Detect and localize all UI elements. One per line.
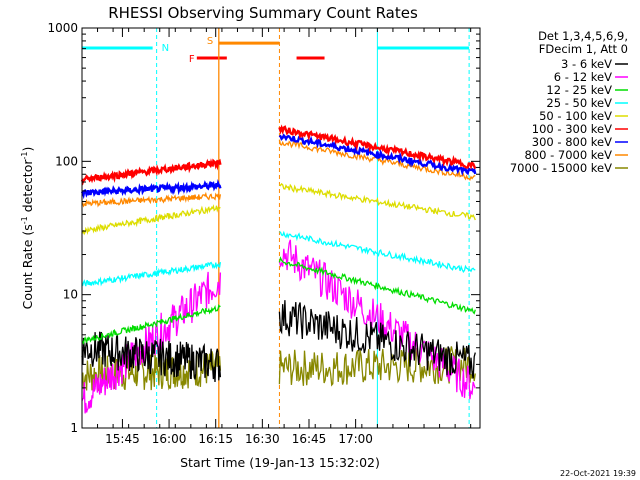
plot-frame bbox=[81, 27, 481, 429]
series-line-4-seg2 bbox=[279, 230, 476, 273]
legend-entry-label: 25 - 50 keV bbox=[546, 96, 612, 110]
y-tick-label: 1000 bbox=[47, 21, 78, 35]
chart-title: RHESSI Observing Summary Count Rates bbox=[108, 4, 418, 22]
legend-entry-label: 6 - 12 keV bbox=[554, 70, 612, 84]
legend-entry-label: 12 - 25 keV bbox=[546, 83, 612, 97]
series-line-2-seg2 bbox=[278, 239, 476, 400]
y-tick-label: 1 bbox=[70, 421, 78, 435]
legend-header-line: FDecim 1, Att 0 bbox=[539, 42, 628, 56]
x-axis-label: Start Time (19-Jan-13 15:32:02) bbox=[180, 455, 380, 470]
series-line-9-seg1 bbox=[81, 350, 222, 392]
legend-entry-label: 3 - 6 keV bbox=[561, 57, 612, 71]
x-tick-label: 16:45 bbox=[292, 432, 327, 446]
series-line-6-seg1 bbox=[80, 158, 222, 186]
x-tick-label: 16:30 bbox=[245, 432, 280, 446]
x-tick-label: 16:15 bbox=[198, 432, 233, 446]
axis-ticks: 1 10 100 1000 15:45 16:00 16:15 16:30 16:45 17:00 bbox=[47, 21, 480, 446]
night-marker-label: N bbox=[162, 43, 169, 54]
x-tick-label: 15:45 bbox=[105, 432, 140, 446]
series-line-3-seg2 bbox=[278, 256, 476, 315]
legend-entry-label: 800 - 7000 keV bbox=[524, 148, 612, 162]
series-line-9-seg2 bbox=[278, 346, 476, 387]
flare-marker-label: F bbox=[189, 54, 195, 65]
x-tick-label: 17:00 bbox=[338, 432, 373, 446]
series-line-7-seg1 bbox=[80, 179, 222, 200]
series-line-8-seg1 bbox=[81, 191, 222, 208]
series-line-2-seg1 bbox=[81, 271, 222, 414]
legend-header-line: Det 1,3,4,5,6,9, bbox=[538, 29, 628, 43]
legend-entry-label: 300 - 800 keV bbox=[532, 135, 612, 149]
legend: Det 1,3,4,5,6,9,FDecim 1, Att 03 - 6 keV… bbox=[510, 29, 628, 175]
series-line-1-seg2 bbox=[278, 300, 476, 379]
plot-area: N F S bbox=[80, 27, 481, 429]
legend-entry-label: 7000 - 15000 keV bbox=[510, 161, 612, 175]
legend-entry-label: 100 - 300 keV bbox=[532, 122, 612, 136]
series-line-1-seg1 bbox=[81, 331, 222, 383]
footer-date: 22-Oct-2021 19:39 bbox=[560, 469, 636, 478]
saa-marker-label: S bbox=[207, 36, 213, 47]
series-line-5-seg2 bbox=[278, 182, 476, 221]
y-tick-label: 100 bbox=[55, 154, 78, 168]
series-line-4-seg1 bbox=[81, 261, 222, 287]
x-tick-label: 16:00 bbox=[152, 432, 187, 446]
y-axis-label: Count Rate (s-1 detector-1) bbox=[20, 147, 35, 310]
series-line-3-seg1 bbox=[81, 303, 221, 345]
legend-entry-label: 50 - 100 keV bbox=[539, 109, 612, 123]
series-line-6-seg2 bbox=[278, 124, 477, 170]
series-line-5-seg1 bbox=[81, 204, 221, 236]
y-tick-label: 10 bbox=[63, 288, 78, 302]
series-line-7-seg2 bbox=[278, 133, 477, 177]
